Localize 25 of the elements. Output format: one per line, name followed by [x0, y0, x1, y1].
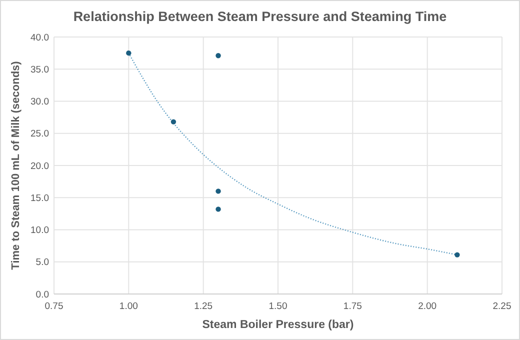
y-axis-title: Time to Steam 100 mL of Milk (seconds): [10, 60, 22, 270]
point: [126, 50, 132, 56]
y-tick-label: 0.0: [36, 289, 49, 300]
y-tick-label: 15.0: [30, 192, 49, 204]
y-tick-label: 40.0: [30, 32, 49, 44]
point: [216, 53, 221, 58]
x-tick-label: 2.00: [418, 301, 437, 312]
y-tick-label: 30.0: [30, 96, 49, 108]
point: [170, 119, 176, 124]
y-tick-label: 10.0: [30, 225, 49, 236]
point: [454, 252, 460, 258]
x-tick-label: 1.25: [194, 301, 213, 312]
x-tick-label: 1.50: [268, 301, 288, 312]
y-tick-label: 20.0: [30, 160, 49, 172]
x-tick-label: 0.75: [44, 301, 64, 312]
x-tick-label: 1.75: [343, 301, 362, 312]
y-tick-label: 35.0: [30, 64, 49, 76]
point: [216, 188, 221, 194]
y-tick-label: 5.0: [36, 257, 49, 268]
x-tick-label: 2.25: [492, 301, 512, 312]
x-axis-title: Steam Boiler Pressure (bar): [202, 319, 354, 331]
x-tick-label: 1.00: [119, 301, 138, 312]
chart-title: Relationship Between Steam Pressure and Steaming Time: [73, 9, 448, 24]
point: [216, 206, 221, 212]
y-tick-label: 25.0: [30, 128, 49, 140]
